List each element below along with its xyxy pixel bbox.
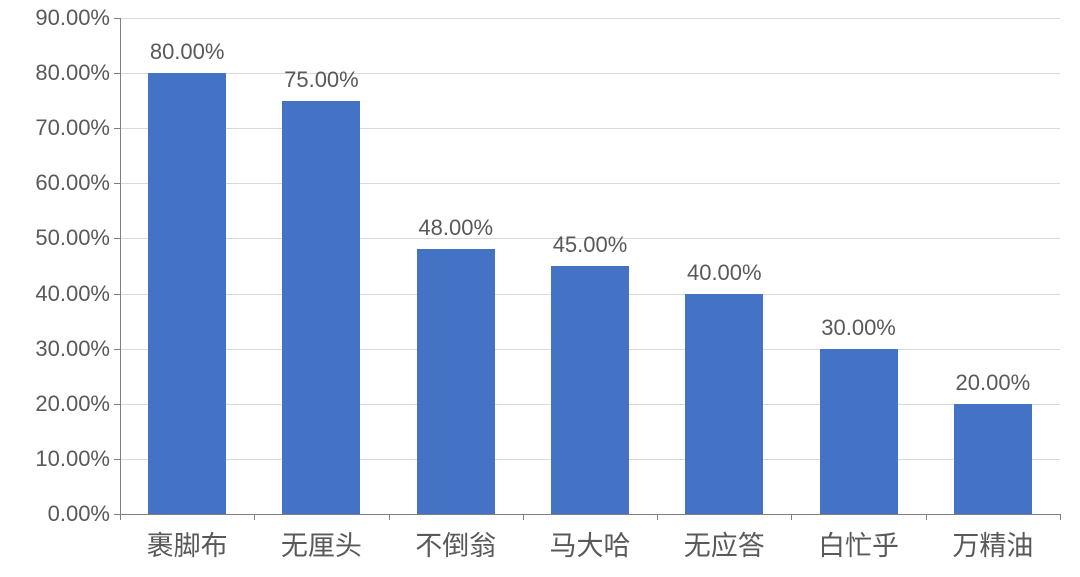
y-axis [120, 18, 121, 514]
x-tick-mark [523, 514, 524, 520]
bar-value-label: 40.00% [687, 260, 762, 286]
y-tick-label: 60.00% [35, 170, 120, 196]
x-category-label: 无应答 [684, 514, 765, 563]
y-tick-label: 90.00% [35, 5, 120, 31]
bar-value-label: 80.00% [150, 39, 225, 65]
x-tick-mark [1060, 514, 1061, 520]
x-category-label: 万精油 [952, 514, 1033, 563]
bar-value-label: 45.00% [553, 232, 628, 258]
bar-value-label: 48.00% [418, 215, 493, 241]
bar [685, 294, 763, 514]
bar [148, 73, 226, 514]
bar [282, 101, 360, 514]
bar [417, 249, 495, 514]
x-category-label: 无厘头 [281, 514, 362, 563]
plot-area: 0.00%10.00%20.00%30.00%40.00%50.00%60.00… [120, 18, 1060, 514]
bar [551, 266, 629, 514]
x-category-label: 白忙乎 [818, 514, 899, 563]
y-tick-label: 0.00% [48, 501, 120, 527]
bar [820, 349, 898, 514]
bar-chart: 0.00% 10.00% 20.00% 30.00% 40.00% 50.00% 60.00… [0, 0, 1080, 577]
bar-value-label: 20.00% [956, 370, 1031, 396]
gridline [120, 18, 1060, 19]
x-category-label: 裹脚布 [147, 514, 228, 563]
bar-value-label: 30.00% [821, 315, 896, 341]
gridline [120, 183, 1060, 184]
y-tick-label: 80.00% [35, 60, 120, 86]
x-category-label: 不倒翁 [415, 514, 496, 563]
bar [954, 404, 1032, 514]
gridline [120, 73, 1060, 74]
y-tick-label: 30.00% [35, 336, 120, 362]
bar-value-label: 75.00% [284, 67, 359, 93]
x-tick-mark [120, 514, 121, 520]
y-tick-label: 70.00% [35, 115, 120, 141]
x-tick-mark [926, 514, 927, 520]
y-tick-label: 10.00% [35, 446, 120, 472]
y-tick-label: 40.00% [35, 281, 120, 307]
gridline [120, 128, 1060, 129]
y-tick-label: 20.00% [35, 391, 120, 417]
x-tick-mark [254, 514, 255, 520]
x-tick-mark [389, 514, 390, 520]
y-tick-label: 50.00% [35, 225, 120, 251]
x-category-label: 马大哈 [550, 514, 631, 563]
x-tick-mark [657, 514, 658, 520]
x-tick-mark [791, 514, 792, 520]
